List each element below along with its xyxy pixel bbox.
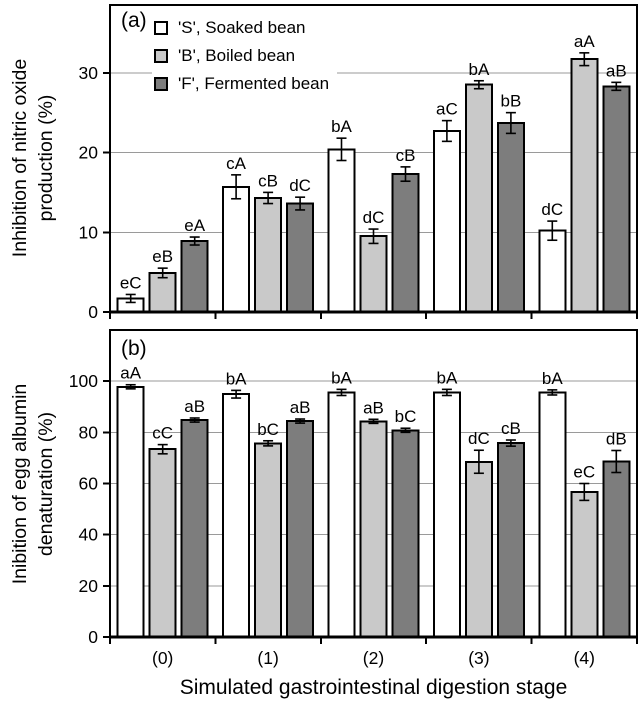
bar xyxy=(496,122,525,314)
legend-swatch-icon xyxy=(154,77,168,91)
y-tick-label: 100 xyxy=(69,371,98,391)
legend: 'S', Soaked bean 'B', Boiled bean 'F', Fer… xyxy=(152,12,338,100)
significance-label: eA xyxy=(184,216,205,235)
bar xyxy=(602,460,631,638)
bar xyxy=(464,83,493,313)
bar xyxy=(391,429,420,638)
y-tick-label: 80 xyxy=(79,422,99,442)
x-tick-label: (0) xyxy=(152,648,173,668)
bar xyxy=(359,420,388,638)
significance-label: aC xyxy=(436,100,458,119)
y-tick-label: 20 xyxy=(79,576,99,596)
bar xyxy=(180,419,209,639)
significance-label: dC xyxy=(289,176,311,195)
bar xyxy=(391,173,420,313)
y-tick-label: 30 xyxy=(79,63,99,83)
bar xyxy=(327,148,356,313)
significance-label: bA xyxy=(226,369,247,388)
significance-label: bA xyxy=(437,368,458,387)
bar xyxy=(538,229,567,313)
significance-label: aB xyxy=(184,397,205,416)
y-tick-label: 0 xyxy=(88,302,98,322)
significance-label: dC xyxy=(363,208,385,227)
bar xyxy=(432,129,461,313)
bar xyxy=(570,490,599,638)
significance-label: bA xyxy=(331,117,352,136)
significance-label: bB xyxy=(501,92,522,111)
significance-label: dB xyxy=(606,429,627,448)
legend-swatch-icon xyxy=(154,21,168,35)
significance-label: cB xyxy=(258,171,278,190)
significance-label: aB xyxy=(363,398,384,417)
significance-label: eC xyxy=(120,273,142,292)
bar xyxy=(286,420,315,638)
bar xyxy=(222,185,251,313)
significance-label: aA xyxy=(120,364,141,383)
bar xyxy=(148,448,177,638)
bar xyxy=(359,235,388,313)
bar xyxy=(254,442,283,638)
bar xyxy=(180,240,209,314)
bar xyxy=(432,391,461,638)
x-tick-label: (2) xyxy=(363,648,384,668)
bar xyxy=(222,393,251,638)
x-tick-label: (4) xyxy=(574,648,595,668)
bar xyxy=(148,271,177,314)
panel-b-label: (b) xyxy=(121,337,147,360)
y-axis-title-panel-b: Inibition of egg albumin denaturation (%… xyxy=(9,383,57,585)
x-tick-label: (3) xyxy=(468,648,489,668)
bar xyxy=(570,58,599,314)
bar xyxy=(254,196,283,314)
bar xyxy=(327,391,356,638)
legend-label: 'B', Boiled bean xyxy=(178,46,296,65)
significance-label: cB xyxy=(501,419,521,438)
legend-item: 'F', Fermented bean xyxy=(154,70,329,98)
x-tick-label: (1) xyxy=(257,648,278,668)
y-tick-label: 60 xyxy=(79,474,99,494)
significance-label: aB xyxy=(290,398,311,417)
bar xyxy=(116,385,145,639)
significance-label: bC xyxy=(395,407,417,426)
x-axis-title: Simulated gastrointestinal digestion sta… xyxy=(179,676,568,699)
legend-swatch-icon xyxy=(154,49,168,63)
bar xyxy=(538,391,567,638)
significance-label: aB xyxy=(606,61,627,80)
y-tick-label: 10 xyxy=(79,222,99,242)
y-tick-label: 0 xyxy=(88,627,98,647)
significance-label: cA xyxy=(226,154,247,173)
legend-label: 'F', Fermented bean xyxy=(178,74,330,93)
significance-label: cB xyxy=(396,146,416,165)
significance-label: eC xyxy=(573,463,595,482)
y-axis-title-panel-a: Inhibition of nitric oxide production (%… xyxy=(9,58,57,258)
bar xyxy=(286,202,315,314)
legend-label: 'S', Soaked bean xyxy=(178,18,306,37)
significance-label: bA xyxy=(542,369,563,388)
bar xyxy=(496,442,525,638)
panel-a-label: (a) xyxy=(121,9,147,32)
bar xyxy=(464,460,493,639)
significance-label: dC xyxy=(541,200,563,219)
y-tick-label: 40 xyxy=(79,525,99,545)
significance-label: aA xyxy=(574,32,595,51)
significance-label: cC xyxy=(152,424,173,443)
legend-item: 'S', Soaked bean xyxy=(154,14,329,42)
y-tick-label: 20 xyxy=(79,143,99,163)
significance-label: bA xyxy=(331,368,352,387)
bar xyxy=(602,85,631,313)
significance-label: eB xyxy=(152,247,173,266)
significance-label: dC xyxy=(468,429,490,448)
legend-item: 'B', Boiled bean xyxy=(154,42,329,70)
significance-label: bC xyxy=(257,420,279,439)
significance-label: bA xyxy=(469,60,490,79)
